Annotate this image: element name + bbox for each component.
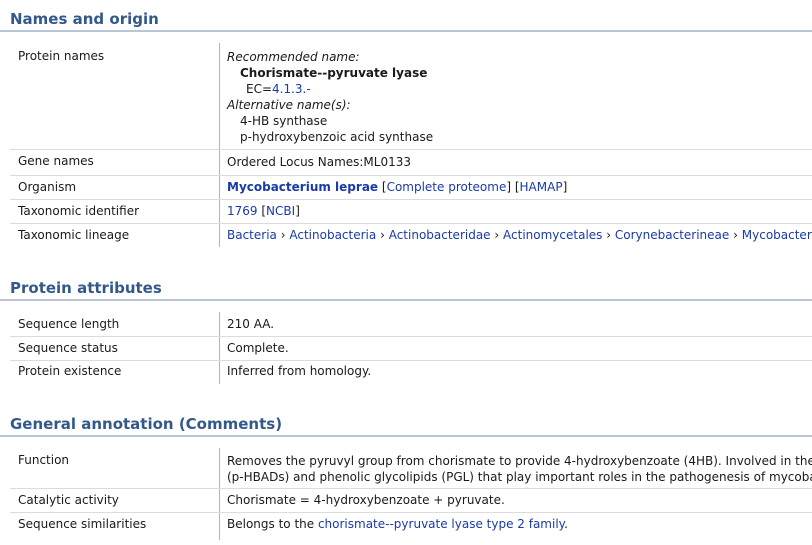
ncbi-link[interactable]: NCBI xyxy=(266,204,296,218)
row-catalytic-activity: Catalytic activity Chorismate = 4-hydrox… xyxy=(10,492,812,512)
section-title-annotation: General annotation (Comments) xyxy=(10,415,283,433)
label-gene-names: Gene names xyxy=(18,154,94,168)
lineage-separator: › xyxy=(280,228,286,242)
taxid-value: 1769 [NCBI] xyxy=(227,204,300,218)
protein-existence-value: Inferred from homology. xyxy=(227,364,372,378)
gene-names-value: Ordered Locus Names:ML0133 xyxy=(227,155,412,169)
alt-name-2: p-hydroxybenzoic acid synthase xyxy=(240,130,434,144)
label-taxonomic-identifier: Taxonomic identifier xyxy=(18,204,140,218)
row-separator xyxy=(10,223,812,224)
similarity-prefix: Belongs to the xyxy=(227,517,318,531)
row-separator xyxy=(10,149,812,150)
sequence-similarities-value: Belongs to the chorismate--pyruvate lyas… xyxy=(227,517,568,531)
section-title-attributes: Protein attributes xyxy=(10,279,162,297)
hamap-link[interactable]: HAMAP xyxy=(519,180,563,194)
protein-names-value: Recommended name: Chorismate--pyruvate l… xyxy=(227,49,433,145)
label-catalytic-activity: Catalytic activity xyxy=(18,493,119,507)
row-function: Function Removes the pyruvyl group from … xyxy=(10,452,812,488)
label-sequence-length: Sequence length xyxy=(18,317,120,331)
organism-value: Mycobacterium leprae [Complete proteome]… xyxy=(227,180,568,194)
column-divider xyxy=(219,43,220,247)
alt-name-1: 4-HB synthase xyxy=(240,114,328,128)
row-gene-names: Gene names Ordered Locus Names:ML0133 xyxy=(10,153,812,173)
row-protein-existence: Protein existence Inferred from homology… xyxy=(10,363,812,383)
row-sequence-similarities: Sequence similarities Belongs to the cho… xyxy=(10,516,812,536)
lineage-separator: › xyxy=(733,228,738,242)
row-taxonomic-identifier: Taxonomic identifier 1769 [NCBI] xyxy=(10,203,812,223)
ec-link[interactable]: 4.1.3.- xyxy=(272,82,311,96)
column-divider xyxy=(219,448,220,540)
function-value: Removes the pyruvyl group from chorismat… xyxy=(227,453,812,485)
label-protein-existence: Protein existence xyxy=(18,364,122,378)
column-divider xyxy=(219,312,220,384)
row-separator xyxy=(10,199,812,200)
lineage-link-mycobacteriaceae[interactable]: Mycobacteriace xyxy=(741,228,812,242)
row-separator xyxy=(10,336,812,337)
label-organism: Organism xyxy=(18,180,77,194)
alternative-name-label: Alternative name(s): xyxy=(227,98,351,112)
function-line-2: (p-HBADs) and phenolic glycolipids (PGL)… xyxy=(227,470,812,484)
lineage-value: Bacteria › Actinobacteria › Actinobacter… xyxy=(227,228,812,242)
section-header-attributes: Protein attributes xyxy=(0,271,812,301)
family-link[interactable]: chorismate--pyruvate lyase type 2 family xyxy=(317,517,565,531)
label-taxonomic-lineage: Taxonomic lineage xyxy=(18,228,130,242)
lineage-separator: › xyxy=(380,228,385,242)
label-sequence-status: Sequence status xyxy=(18,341,118,355)
ec-number: EC=4.1.3.- xyxy=(227,81,433,97)
section-header-annotation: General annotation (Comments) xyxy=(0,407,812,437)
sequence-status-value: Complete. xyxy=(227,341,289,355)
lineage-link-actinobacteria[interactable]: Actinobacteria xyxy=(289,228,377,242)
function-line-1: Removes the pyruvyl group from chorismat… xyxy=(227,454,812,468)
recommended-name: Chorismate--pyruvate lyase xyxy=(240,66,428,80)
recommended-name-label: Recommended name: xyxy=(227,50,360,64)
organism-link[interactable]: Mycobacterium leprae xyxy=(227,180,379,194)
row-organism: Organism Mycobacterium leprae [Complete … xyxy=(10,179,812,199)
row-separator xyxy=(10,488,812,489)
section-title-names: Names and origin xyxy=(10,10,159,28)
label-function: Function xyxy=(18,453,70,467)
lineage-link-actinobacteridae[interactable]: Actinobacteridae xyxy=(388,228,491,242)
row-sequence-status: Sequence status Complete. xyxy=(10,340,812,360)
lineage-link-corynebacterineae[interactable]: Corynebacterineae xyxy=(614,228,730,242)
row-protein-names: Protein names Recommended name: Chorisma… xyxy=(10,47,812,147)
row-taxonomic-lineage: Taxonomic lineage Bacteria › Actinobacte… xyxy=(10,227,812,247)
label-sequence-similarities: Sequence similarities xyxy=(18,517,147,531)
lineage-separator: › xyxy=(606,228,612,242)
label-protein-names: Protein names xyxy=(18,49,105,63)
row-separator xyxy=(10,512,812,513)
sequence-length-value: 210 AA. xyxy=(227,317,275,331)
ec-prefix: EC= xyxy=(246,82,273,96)
catalytic-activity-value: Chorismate = 4-hydroxybenzoate + pyruvat… xyxy=(227,493,505,507)
row-separator xyxy=(10,360,812,361)
similarity-suffix: . xyxy=(564,517,568,531)
complete-proteome-link[interactable]: Complete proteome xyxy=(386,180,507,194)
lineage-separator: › xyxy=(494,228,500,242)
row-sequence-length: Sequence length 210 AA. xyxy=(10,316,812,336)
section-header-names: Names and origin xyxy=(0,2,812,32)
taxid-link[interactable]: 1769 xyxy=(227,204,258,218)
lineage-link-actinomycetales[interactable]: Actinomycetales xyxy=(503,228,603,242)
row-separator xyxy=(10,175,812,176)
lineage-link-bacteria[interactable]: Bacteria xyxy=(227,228,277,242)
